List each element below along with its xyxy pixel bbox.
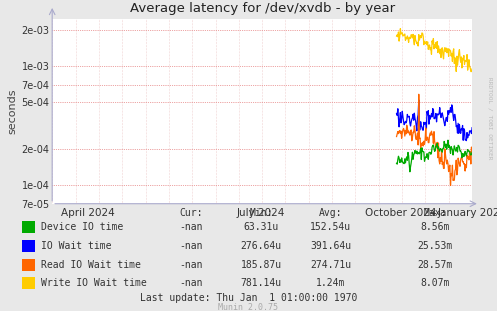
Text: RRDTOOL / TOBI OETIKER: RRDTOOL / TOBI OETIKER	[488, 77, 493, 160]
Text: Read IO Wait time: Read IO Wait time	[41, 260, 141, 270]
Text: 391.64u: 391.64u	[310, 241, 351, 251]
Text: 8.07m: 8.07m	[420, 278, 450, 288]
Text: 274.71u: 274.71u	[310, 260, 351, 270]
Text: Cur:: Cur:	[179, 208, 203, 218]
Text: IO Wait time: IO Wait time	[41, 241, 111, 251]
Y-axis label: seconds: seconds	[7, 88, 17, 134]
Text: 63.31u: 63.31u	[244, 222, 278, 232]
Text: 8.56m: 8.56m	[420, 222, 450, 232]
Text: -nan: -nan	[179, 222, 203, 232]
Text: Avg:: Avg:	[319, 208, 342, 218]
Title: Average latency for /dev/xvdb - by year: Average latency for /dev/xvdb - by year	[130, 2, 395, 15]
Text: Min:: Min:	[249, 208, 273, 218]
Text: Write IO Wait time: Write IO Wait time	[41, 278, 147, 288]
Text: -nan: -nan	[179, 260, 203, 270]
Text: Munin 2.0.75: Munin 2.0.75	[219, 303, 278, 311]
Text: Max:: Max:	[423, 208, 447, 218]
Text: 28.57m: 28.57m	[417, 260, 452, 270]
Text: Last update: Thu Jan  1 01:00:00 1970: Last update: Thu Jan 1 01:00:00 1970	[140, 293, 357, 303]
Text: -nan: -nan	[179, 278, 203, 288]
Text: 152.54u: 152.54u	[310, 222, 351, 232]
Text: 25.53m: 25.53m	[417, 241, 452, 251]
Text: 1.24m: 1.24m	[316, 278, 345, 288]
Text: 781.14u: 781.14u	[241, 278, 281, 288]
Text: 276.64u: 276.64u	[241, 241, 281, 251]
Text: 185.87u: 185.87u	[241, 260, 281, 270]
Text: -nan: -nan	[179, 241, 203, 251]
Text: Device IO time: Device IO time	[41, 222, 123, 232]
